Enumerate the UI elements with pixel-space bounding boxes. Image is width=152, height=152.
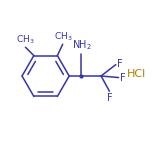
Text: F: F xyxy=(107,93,113,103)
Text: NH$_2$: NH$_2$ xyxy=(72,38,92,52)
Text: HCl: HCl xyxy=(127,69,146,79)
Text: CH$_3$: CH$_3$ xyxy=(54,31,72,43)
Text: CH$_3$: CH$_3$ xyxy=(16,34,34,46)
Text: F: F xyxy=(117,59,123,69)
Text: F: F xyxy=(120,73,125,83)
